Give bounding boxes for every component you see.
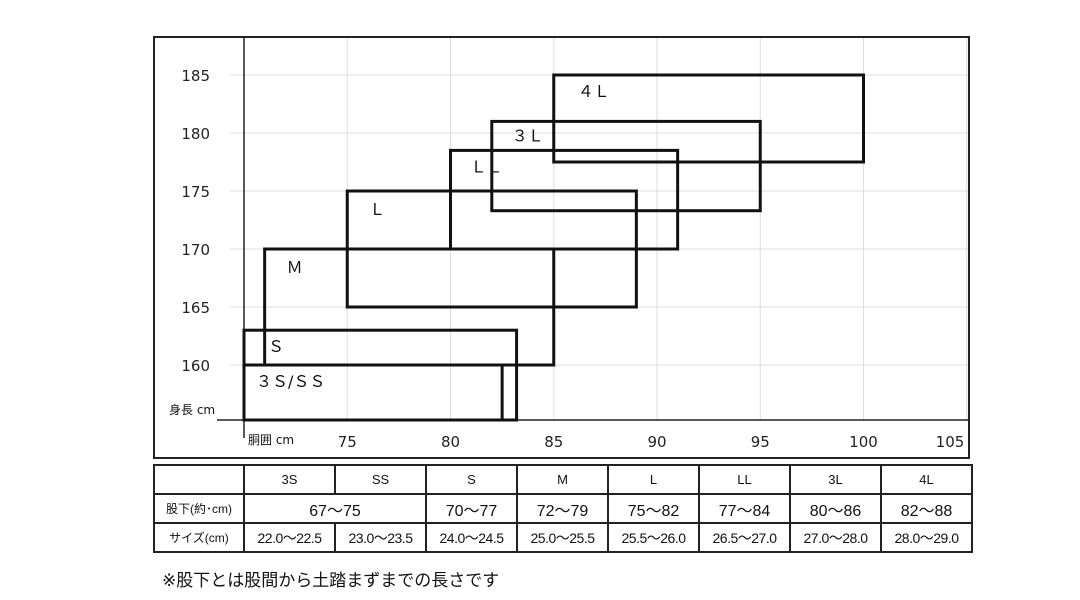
table-header-row: 3S SS S M L LL 3L 4L (153, 464, 973, 495)
table-cell: 70～77 (425, 493, 518, 524)
header-cell: 4L (880, 464, 973, 495)
table-cell: 67～75 (243, 493, 427, 524)
size-box-label: Ｓ (268, 337, 284, 356)
size-table: 3S SS S M L LL 3L 4L 股下(約･cm) 67～75 70～7… (153, 464, 973, 553)
header-cell: M (516, 464, 609, 495)
table-cell: 77～84 (698, 493, 791, 524)
table-cell: 72～79 (516, 493, 609, 524)
header-cell: S (425, 464, 518, 495)
size-box-label: ４Ｌ (578, 82, 610, 101)
x-tick-label: 75 (338, 433, 357, 451)
chart-plot: 160 165 170 175 180 185 75 80 85 90 95 100 105 身長 cm 胴… (169, 38, 968, 451)
y-tick-label: 170 (181, 241, 210, 259)
size-box-label: Ｌ (369, 200, 385, 219)
x-tick-label: 100 (849, 433, 878, 451)
y-tick-label: 160 (181, 357, 210, 375)
row-label: 股下(約･cm) (153, 493, 245, 524)
size-box-label: ３Ｓ/ＳＳ (256, 372, 325, 391)
size-box-1 (242, 328, 519, 422)
header-cell: LL (698, 464, 791, 495)
table-row-inseam: 股下(約･cm) 67～75 70～77 72～79 75～82 77～84 8… (153, 493, 973, 524)
x-tick-label: 95 (751, 433, 770, 451)
size-box-label: Ｍ (287, 258, 303, 277)
x-tick-label: 90 (647, 433, 666, 451)
table-cell: 22.0～22.5 (243, 522, 336, 553)
table-cell: 28.0～29.0 (880, 522, 973, 553)
header-cell: 3S (243, 464, 336, 495)
header-cell: 3L (789, 464, 882, 495)
size-box-5 (490, 119, 762, 213)
footnote: ※股下とは股間から土踏まずまでの長さです (162, 571, 500, 591)
size-box-4 (449, 148, 680, 251)
table-cell: 82～88 (880, 493, 973, 524)
x-tick-label: 85 (544, 433, 563, 451)
table-cell: 24.0～24.5 (425, 522, 518, 553)
table-corner (153, 464, 245, 495)
x-tick-label: 80 (441, 433, 460, 451)
table-cell: 25.5～26.0 (607, 522, 700, 553)
table-cell: 26.5～27.0 (698, 522, 791, 553)
table-cell: 25.0～25.5 (516, 522, 609, 553)
size-chart: 160 165 170 175 180 185 75 80 85 90 95 100 105 身長 cm 胴… (153, 36, 970, 459)
y-tick-label: 180 (181, 125, 210, 143)
y-axis-label: 身長 cm (169, 402, 215, 417)
table-cell: 23.0～23.5 (334, 522, 427, 553)
size-box-6 (552, 73, 865, 164)
size-box-label: ＬＬ (471, 157, 503, 176)
y-tick-label: 175 (181, 183, 210, 201)
table-cell: 75～82 (607, 493, 700, 524)
table-cell: 80～86 (789, 493, 882, 524)
table-row-shoe-size: サイズ(cm) 22.0～22.5 23.0～23.5 24.0～24.5 25… (153, 522, 973, 553)
x-tick-label: 105 (936, 433, 965, 451)
x-axis-label: 胴囲 cm (248, 433, 294, 447)
y-tick-label: 165 (181, 299, 210, 317)
row-label: サイズ(cm) (153, 522, 245, 553)
table-cell: 27.0～28.0 (789, 522, 882, 553)
header-cell: L (607, 464, 700, 495)
size-box-label: ３Ｌ (512, 126, 544, 145)
y-tick-label: 185 (181, 67, 210, 85)
header-cell: SS (334, 464, 427, 495)
